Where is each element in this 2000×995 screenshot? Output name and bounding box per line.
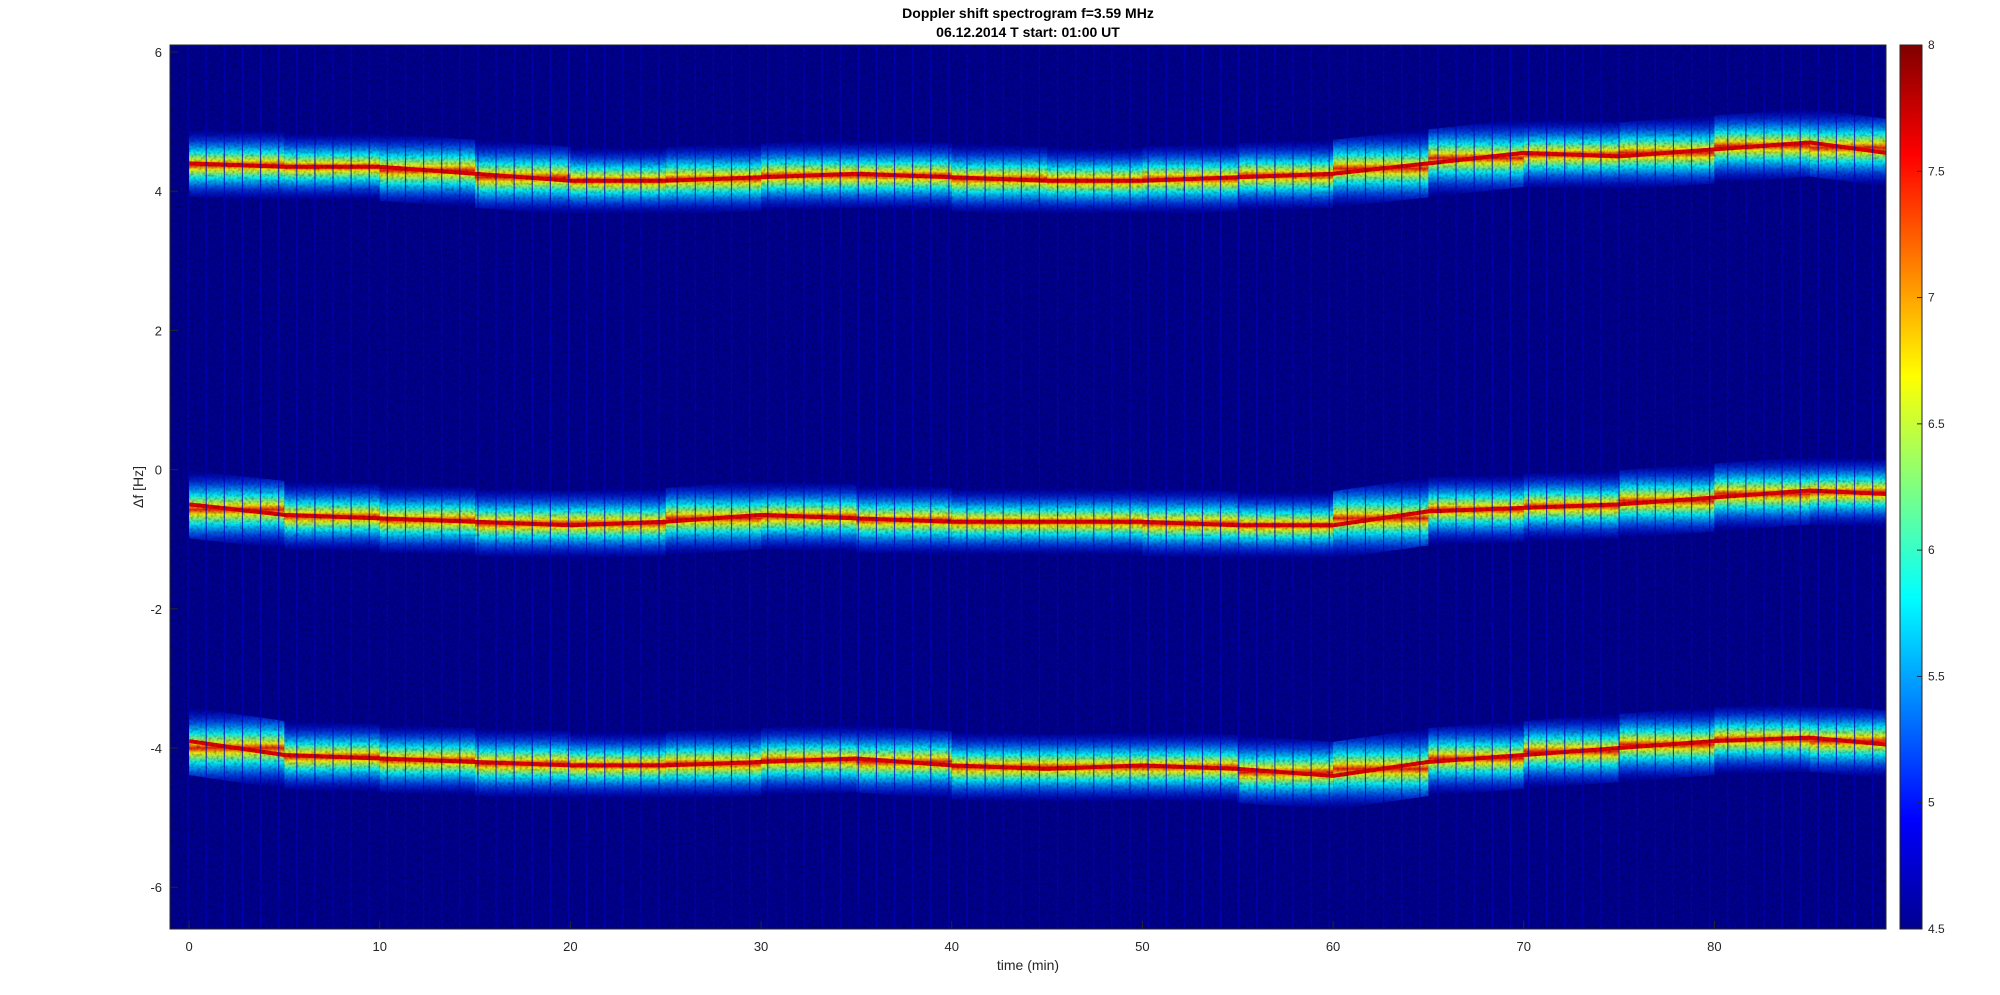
x-tick-label: 40 [944, 939, 958, 954]
y-tick-label: -6 [150, 880, 162, 895]
colorbar-tick-label: 6.5 [1928, 417, 1945, 431]
y-axis-label: Δf [Hz] [130, 466, 146, 508]
noise-overlay [170, 45, 1886, 929]
x-tick-label: 20 [563, 939, 577, 954]
plot-frame [169, 44, 1887, 930]
x-tick-label: 10 [372, 939, 386, 954]
colorbar-tick-label: 6 [1928, 543, 1935, 557]
x-tick-label: 50 [1135, 939, 1149, 954]
colorbar-tick-label: 4.5 [1928, 922, 1945, 936]
colorbar-ticks: 8 7.5 7 6.5 6 5.5 5 4.5 [1917, 38, 1945, 936]
x-tick-label: 80 [1707, 939, 1721, 954]
x-axis: 0 10 20 30 40 50 60 70 80 [185, 921, 1722, 954]
x-tick-label: 30 [754, 939, 768, 954]
y-tick-label: -4 [150, 741, 162, 756]
colorbar-tick-label: 7 [1928, 291, 1935, 305]
y-tick-label: 2 [155, 323, 162, 338]
y-tick-label: 4 [155, 184, 162, 199]
x-tick-label: 0 [185, 939, 192, 954]
colorbar-tick-label: 5 [1928, 796, 1935, 810]
x-axis-label: time (min) [997, 957, 1059, 973]
colorbar-tick-label: 8 [1928, 38, 1935, 52]
y-tick-label: 6 [155, 45, 162, 60]
chart-subtitle: 06.12.2014 T start: 01:00 UT [936, 24, 1120, 40]
colorbar-tick-label: 7.5 [1928, 164, 1945, 178]
colorbar [1899, 44, 1923, 930]
chart-title: Doppler shift spectrogram f=3.59 MHz [902, 5, 1154, 21]
y-tick-label: 0 [155, 463, 162, 478]
y-axis: 6 4 2 0 -2 -4 -6 [150, 45, 178, 895]
x-tick-label: 60 [1326, 939, 1340, 954]
y-tick-label: -2 [150, 602, 162, 617]
colorbar-tick-label: 5.5 [1928, 669, 1945, 683]
x-tick-label: 70 [1516, 939, 1530, 954]
